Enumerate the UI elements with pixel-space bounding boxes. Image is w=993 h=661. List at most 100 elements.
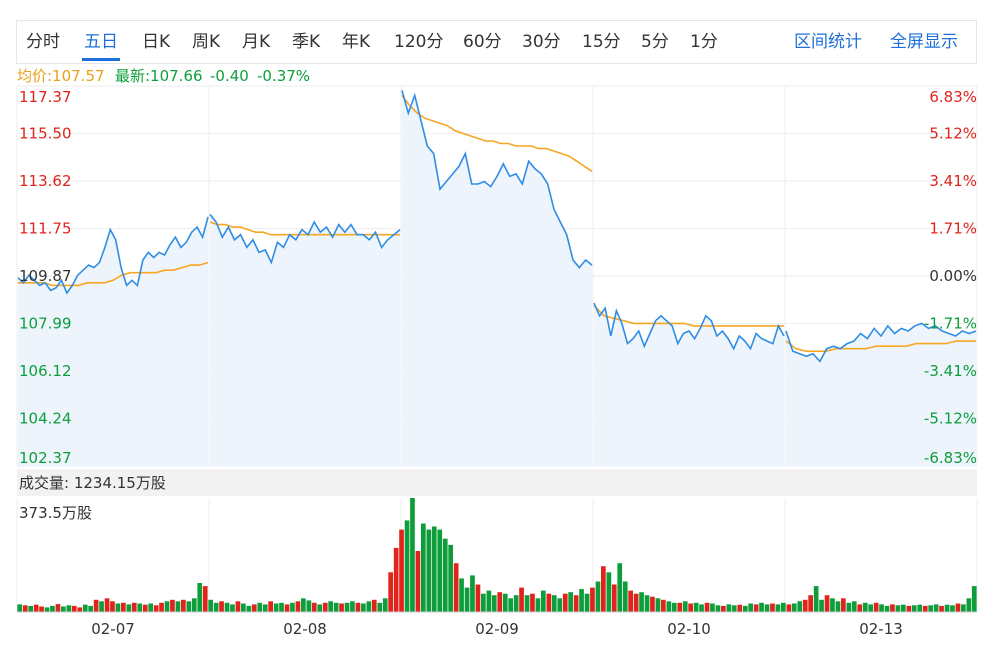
volume-bar <box>813 586 819 612</box>
volume-bar <box>666 601 672 612</box>
volume-bar <box>442 538 448 612</box>
volume-bar <box>284 604 290 612</box>
avg-line-day-1 <box>18 261 209 287</box>
volume-bar <box>295 601 301 612</box>
tab-weekly-k[interactable]: 周K <box>192 32 221 52</box>
volume-bar <box>595 581 601 612</box>
tab-15min[interactable]: 15分 <box>582 32 621 52</box>
interval-stats-button[interactable]: 区间统计 <box>794 32 862 52</box>
price-change-pct: -0.37% <box>257 67 311 85</box>
volume-bar <box>88 605 93 612</box>
y-tick-left: 111.75 <box>19 220 72 238</box>
y-tick-right: 3.41% <box>929 172 977 190</box>
tab-1min[interactable]: 1分 <box>690 32 718 52</box>
avg-line-day-4 <box>593 305 784 327</box>
volume-bar <box>213 602 219 612</box>
volume-total-label: 成交量: 1234.15万股 <box>19 474 166 492</box>
volume-bar <box>28 605 33 612</box>
volume-bar <box>906 605 912 612</box>
tab-30min[interactable]: 30分 <box>522 32 561 52</box>
volume-bar <box>437 529 443 612</box>
volume-bar <box>584 593 590 612</box>
volume-bar <box>961 604 966 612</box>
x-day-label: 02-13 <box>859 620 903 638</box>
tab-60min[interactable]: 60分 <box>463 32 502 52</box>
volume-bar <box>186 601 192 612</box>
y-tick-left: 115.50 <box>19 125 72 143</box>
volume-bar <box>399 529 404 612</box>
volume-bar <box>410 498 415 612</box>
volume-bar <box>671 602 677 612</box>
volume-bar <box>131 602 137 612</box>
volume-bar <box>851 601 857 612</box>
volume-bar <box>82 604 88 612</box>
volume-bar <box>802 599 808 612</box>
volume-bar <box>241 603 246 612</box>
volume-bar <box>431 526 437 612</box>
volume-bar <box>230 604 235 612</box>
volume-bar <box>770 603 775 612</box>
tab-monthly-k[interactable]: 月K <box>242 32 271 52</box>
volume-bar <box>639 592 644 612</box>
volume-bar <box>726 604 732 612</box>
volume-bar <box>862 602 868 612</box>
price-line-day-1 <box>17 216 209 295</box>
y-tick-left: 117.37 <box>19 88 72 106</box>
volume-bar <box>753 604 759 612</box>
tab-five-day[interactable]: 五日 <box>82 21 120 63</box>
tab-yearly-k[interactable]: 年K <box>342 32 371 52</box>
tab-quarterly-k[interactable]: 季K <box>292 32 321 52</box>
volume-bar <box>731 605 737 612</box>
volume-bar <box>22 605 28 612</box>
volume-bar <box>251 604 257 612</box>
tab-5min[interactable]: 5分 <box>641 32 669 52</box>
volume-bar <box>742 605 748 612</box>
volume-bars <box>17 498 977 612</box>
volume-bar <box>339 603 344 612</box>
price-area-day-3 <box>402 90 592 467</box>
y-tick-right: 5.12% <box>929 125 977 143</box>
volume-bar <box>895 605 901 612</box>
volume-bar <box>279 602 284 612</box>
y-tick-right: 6.83% <box>929 88 977 106</box>
fullscreen-button[interactable]: 全屏显示 <box>890 32 958 52</box>
tab-120min[interactable]: 120分 <box>394 32 444 52</box>
volume-bar <box>257 602 263 612</box>
volume-bar <box>421 523 426 612</box>
volume-bar <box>971 586 977 612</box>
volume-bar <box>928 605 933 612</box>
y-tick-right: -3.41% <box>924 362 977 380</box>
y-tick-left: 106.12 <box>19 362 72 380</box>
volume-bar <box>273 603 279 612</box>
volume-bar <box>530 593 535 612</box>
latest-price-label: 最新:107.66 <box>115 67 203 85</box>
volume-bar <box>944 604 950 612</box>
volume-bar <box>606 572 612 612</box>
volume-bar <box>202 586 208 612</box>
volume-bar <box>393 547 399 612</box>
volume-bar <box>453 563 459 612</box>
volume-bar <box>126 604 132 612</box>
volume-bar <box>464 587 470 612</box>
tab-daily-k[interactable]: 日K <box>142 32 171 52</box>
volume-bar <box>301 598 306 612</box>
volume-bar <box>901 604 906 612</box>
tab-intraday[interactable]: 分时 <box>26 32 60 52</box>
volume-bar <box>819 599 824 612</box>
y-tick-right: -1.71% <box>924 315 977 333</box>
y-tick-left: 113.62 <box>19 172 72 190</box>
volume-bar <box>491 595 497 612</box>
volume-bar <box>497 592 503 612</box>
volume-bar <box>791 603 797 612</box>
volume-bar <box>568 592 573 612</box>
volume-bar <box>175 601 181 612</box>
volume-bar <box>388 572 393 612</box>
volume-bar <box>748 603 753 612</box>
volume-bar <box>781 602 786 612</box>
volume-bar <box>955 603 961 612</box>
volume-bar <box>268 601 273 612</box>
volume-bar <box>879 604 884 612</box>
volume-bar <box>502 593 508 612</box>
volume-bar <box>775 604 781 612</box>
